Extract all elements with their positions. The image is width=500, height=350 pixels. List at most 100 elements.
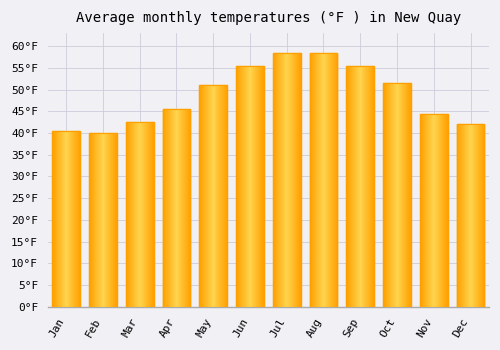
Bar <box>324 53 325 307</box>
Bar <box>320 53 322 307</box>
Bar <box>326 53 327 307</box>
Bar <box>292 53 293 307</box>
Bar <box>364 66 365 307</box>
Bar <box>211 85 212 307</box>
Bar <box>383 83 411 307</box>
Bar <box>205 85 206 307</box>
Bar <box>459 124 460 307</box>
Bar <box>134 122 135 307</box>
Bar <box>461 124 462 307</box>
Bar <box>240 66 241 307</box>
Bar <box>138 122 139 307</box>
Bar <box>311 53 312 307</box>
Bar <box>223 85 224 307</box>
Bar <box>295 53 296 307</box>
Bar <box>398 83 399 307</box>
Bar <box>254 66 255 307</box>
Bar <box>139 122 140 307</box>
Bar <box>241 66 242 307</box>
Bar <box>348 66 349 307</box>
Bar <box>357 66 358 307</box>
Bar <box>393 83 394 307</box>
Bar <box>114 133 116 307</box>
Bar <box>263 66 264 307</box>
Bar <box>112 133 114 307</box>
Bar <box>243 66 244 307</box>
Bar <box>347 66 348 307</box>
Bar <box>312 53 313 307</box>
Bar <box>333 53 334 307</box>
Bar <box>276 53 277 307</box>
Bar <box>433 113 434 307</box>
Bar <box>237 66 238 307</box>
Bar <box>107 133 108 307</box>
Bar <box>56 131 58 307</box>
Bar <box>236 66 264 307</box>
Bar <box>52 131 80 307</box>
Bar <box>437 113 438 307</box>
Bar <box>208 85 209 307</box>
Bar <box>429 113 430 307</box>
Bar <box>71 131 72 307</box>
Bar <box>226 85 227 307</box>
Bar <box>64 131 65 307</box>
Bar <box>67 131 68 307</box>
Bar <box>132 122 133 307</box>
Bar <box>318 53 320 307</box>
Bar <box>293 53 294 307</box>
Bar <box>142 122 143 307</box>
Bar <box>250 66 252 307</box>
Bar <box>420 113 448 307</box>
Bar <box>425 113 426 307</box>
Bar <box>325 53 326 307</box>
Bar <box>172 109 173 307</box>
Bar <box>286 53 288 307</box>
Bar <box>434 113 435 307</box>
Bar <box>430 113 431 307</box>
Bar <box>201 85 202 307</box>
Bar <box>332 53 333 307</box>
Bar <box>109 133 110 307</box>
Bar <box>420 113 448 307</box>
Bar <box>165 109 166 307</box>
Bar <box>62 131 63 307</box>
Bar <box>99 133 100 307</box>
Bar <box>55 131 56 307</box>
Bar <box>368 66 369 307</box>
Bar <box>246 66 247 307</box>
Bar <box>261 66 262 307</box>
Bar <box>277 53 278 307</box>
Bar <box>444 113 445 307</box>
Bar <box>171 109 172 307</box>
Bar <box>424 113 425 307</box>
Bar <box>169 109 170 307</box>
Title: Average monthly temperatures (°F ) in New Quay: Average monthly temperatures (°F ) in Ne… <box>76 11 461 25</box>
Bar <box>349 66 350 307</box>
Bar <box>273 53 300 307</box>
Bar <box>207 85 208 307</box>
Bar <box>314 53 315 307</box>
Bar <box>420 113 422 307</box>
Bar <box>280 53 281 307</box>
Bar <box>331 53 332 307</box>
Bar <box>248 66 250 307</box>
Bar <box>323 53 324 307</box>
Bar <box>274 53 275 307</box>
Bar <box>310 53 338 307</box>
Bar <box>406 83 408 307</box>
Bar <box>178 109 179 307</box>
Bar <box>428 113 429 307</box>
Bar <box>289 53 290 307</box>
Bar <box>66 131 67 307</box>
Bar <box>76 131 77 307</box>
Bar <box>401 83 402 307</box>
Bar <box>221 85 222 307</box>
Bar <box>366 66 367 307</box>
Bar <box>395 83 396 307</box>
Bar <box>471 124 472 307</box>
Bar <box>383 83 411 307</box>
Bar <box>162 109 190 307</box>
Bar <box>465 124 466 307</box>
Bar <box>102 133 103 307</box>
Bar <box>200 85 227 307</box>
